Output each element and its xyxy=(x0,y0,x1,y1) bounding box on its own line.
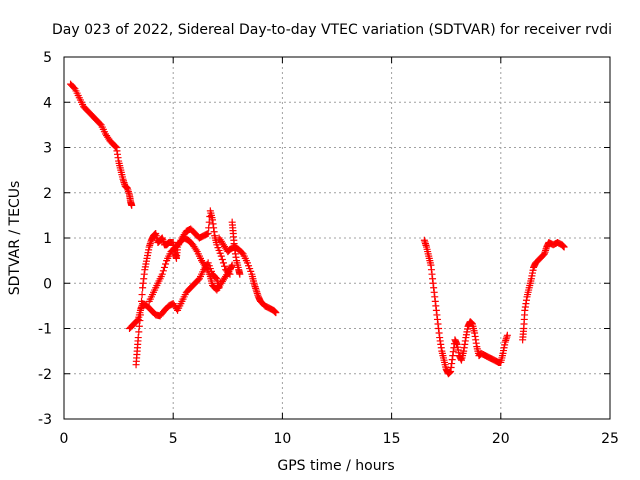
data-point xyxy=(272,309,280,317)
x-tick-label: 0 xyxy=(60,431,69,447)
data-point xyxy=(221,262,229,270)
y-axis-label: SDTVAR / TECUs xyxy=(7,181,23,296)
data-point xyxy=(217,252,225,260)
y-tick-label: 3 xyxy=(43,141,52,157)
x-tick-label: 5 xyxy=(169,431,178,447)
y-tick-label: -3 xyxy=(38,412,52,428)
axis-ticks xyxy=(63,56,611,420)
data-point xyxy=(136,311,144,319)
data-point xyxy=(128,201,136,209)
data-point xyxy=(138,297,146,305)
y-tick-labels: -3 -2 -1 0 1 2 3 4 5 xyxy=(38,50,52,428)
data-point xyxy=(212,274,220,282)
data-point xyxy=(138,291,146,299)
chart-title: Day 023 of 2022, Sidereal Day-to-day VTE… xyxy=(52,22,612,38)
data-point xyxy=(218,255,226,263)
y-tick-label: 1 xyxy=(43,231,52,247)
x-tick-label: 20 xyxy=(492,431,510,447)
data-point xyxy=(201,262,209,270)
grid-lines xyxy=(64,57,610,419)
data-points xyxy=(67,80,568,378)
data-point xyxy=(162,260,170,268)
x-axis-label: GPS time / hours xyxy=(277,458,394,474)
y-tick-label: 4 xyxy=(43,95,52,111)
data-point xyxy=(503,331,511,339)
data-point xyxy=(219,259,227,267)
x-tick-label: 15 xyxy=(383,431,401,447)
x-tick-label: 10 xyxy=(273,431,291,447)
data-point xyxy=(236,270,244,278)
data-point xyxy=(560,243,568,251)
data-point xyxy=(160,263,168,271)
x-tick-labels: 0 5 10 15 20 25 xyxy=(60,431,619,447)
y-tick-label: -1 xyxy=(38,322,52,338)
data-point xyxy=(158,270,166,278)
y-tick-label: 2 xyxy=(43,186,52,202)
y-tick-label: -2 xyxy=(38,367,52,383)
x-tick-label: 25 xyxy=(601,431,619,447)
data-point xyxy=(137,304,145,312)
y-tick-label: 5 xyxy=(43,50,52,66)
data-point xyxy=(192,246,200,254)
y-tick-label: 0 xyxy=(43,276,52,292)
data-point xyxy=(159,267,167,275)
